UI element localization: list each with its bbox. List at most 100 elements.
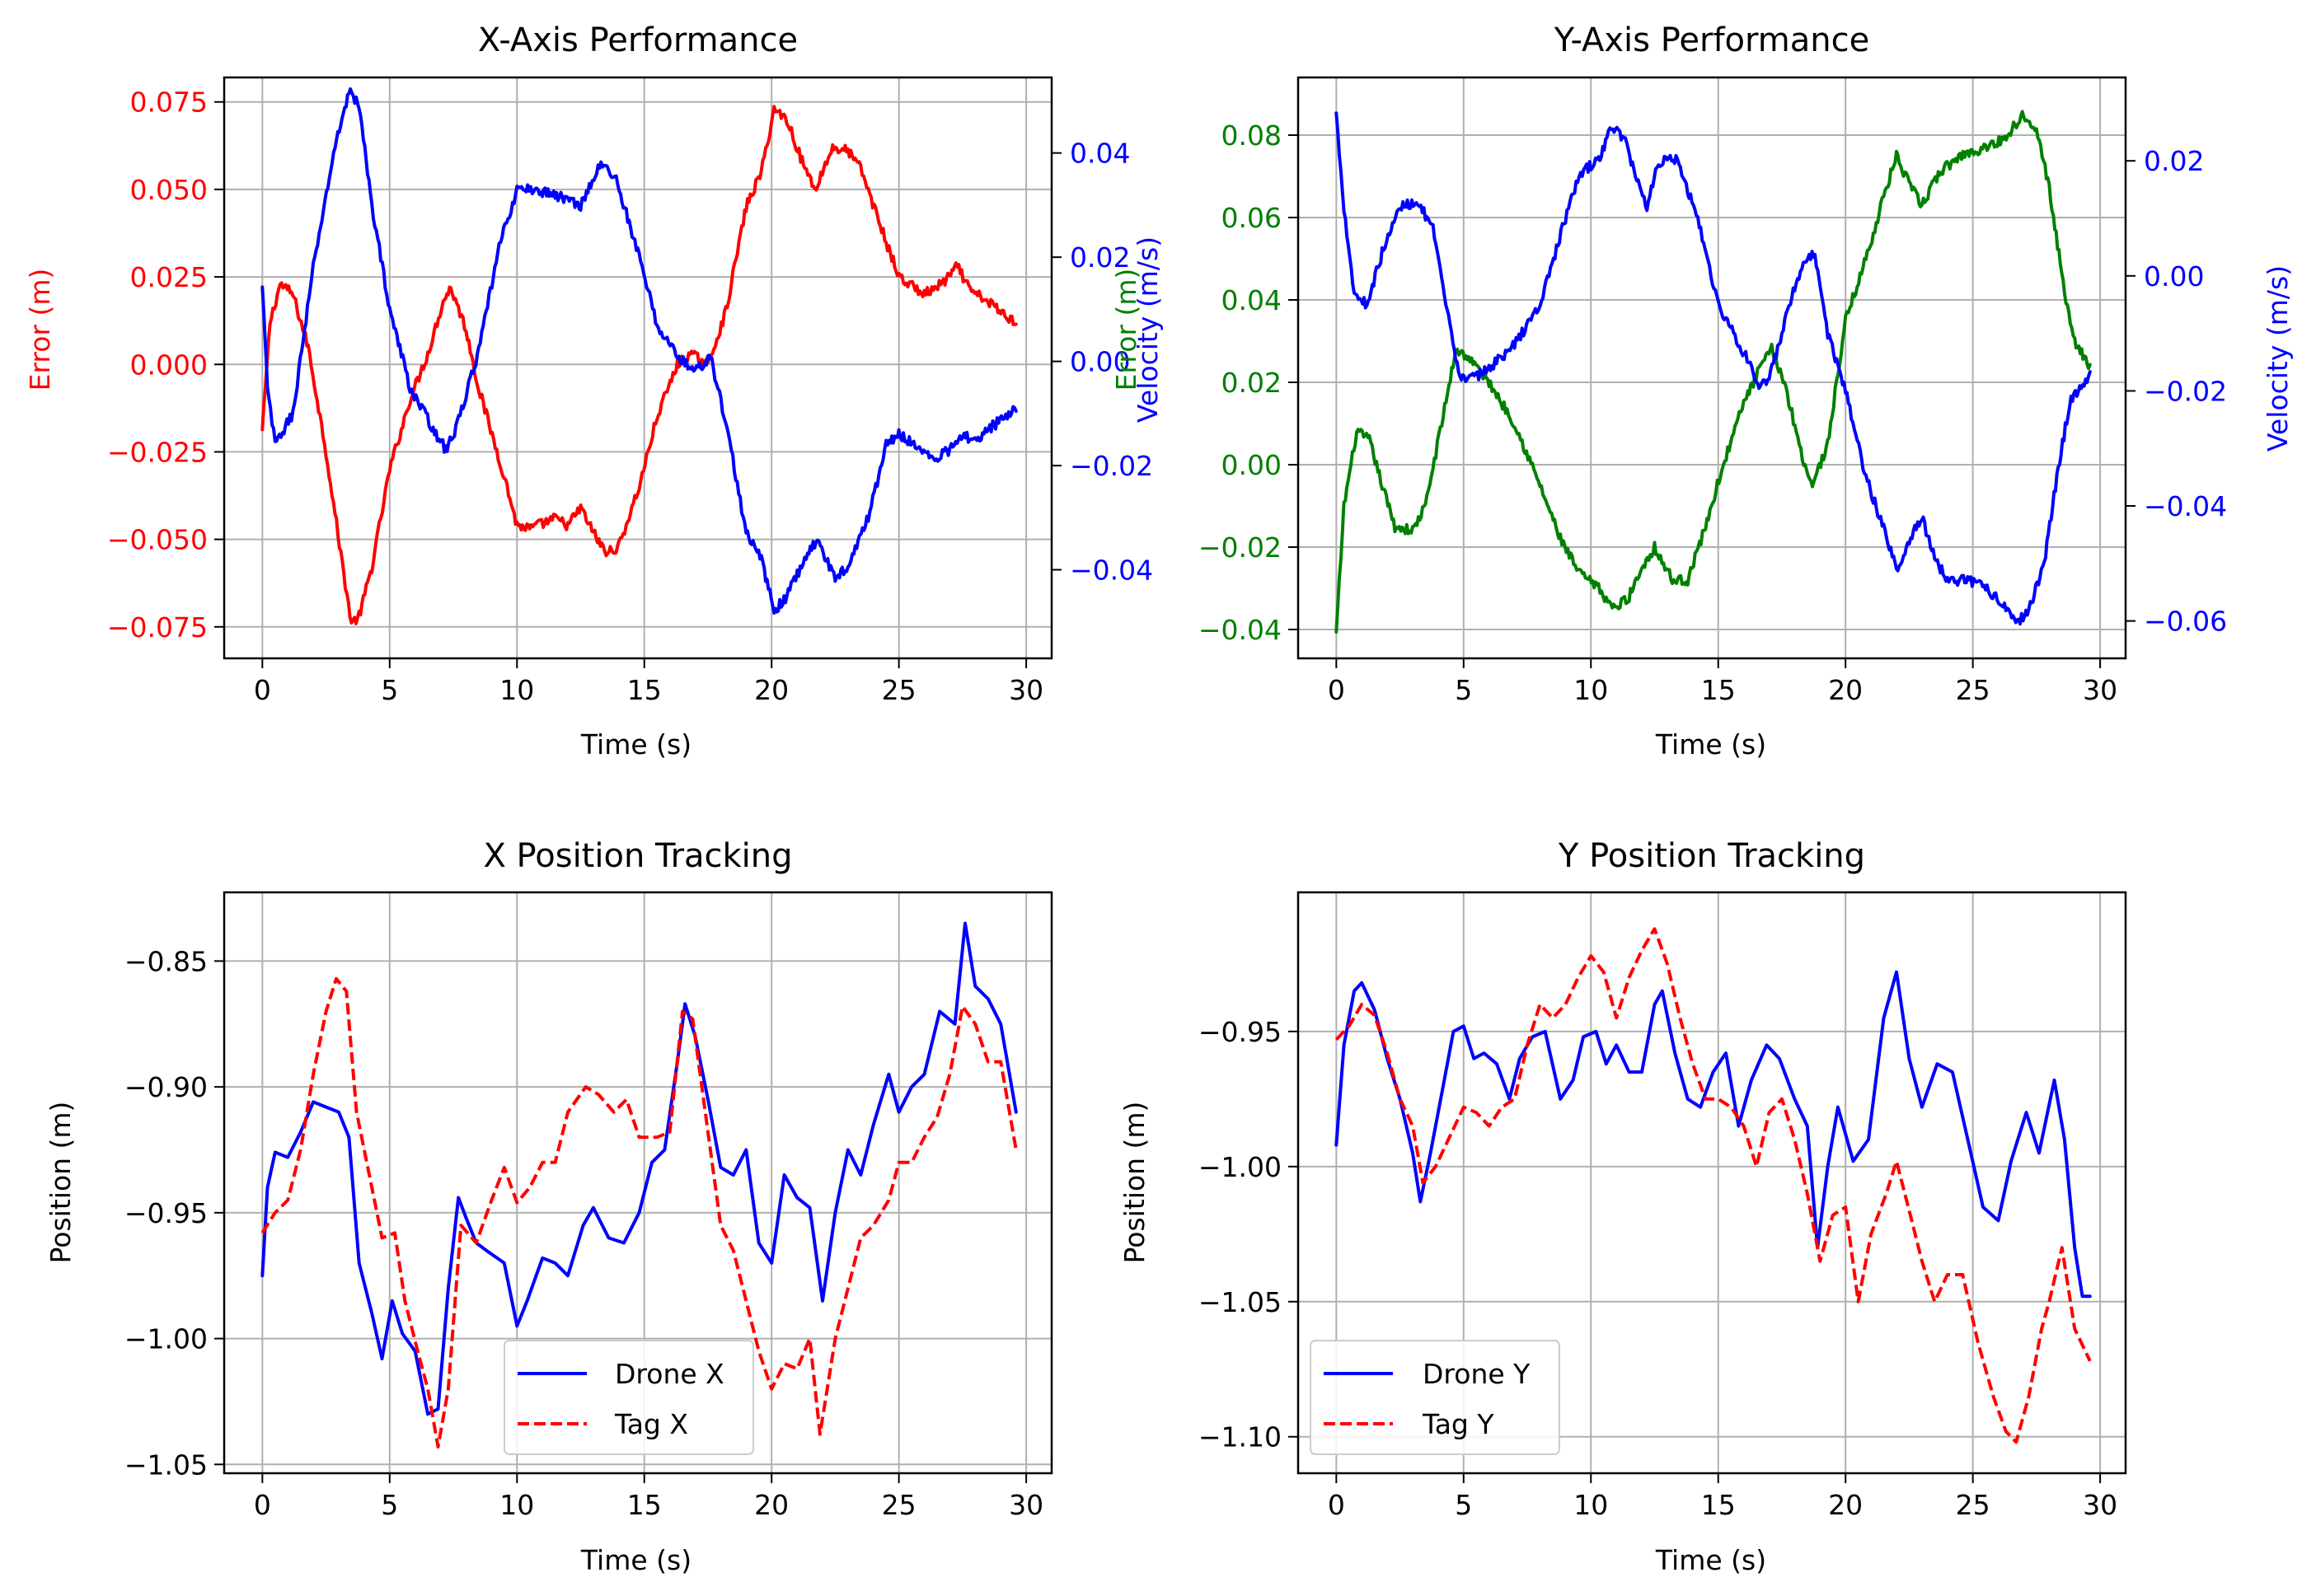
x-tick-label: 10: [499, 674, 534, 706]
y2-tick-label: 0.00: [1070, 346, 1130, 378]
y-tick-label: −0.025: [107, 436, 208, 468]
y2-tick-label: −0.04: [2144, 490, 2227, 522]
x-tick-label: 10: [499, 1489, 534, 1521]
y-tick-label: 0.025: [130, 261, 208, 293]
y-tick-label: 0.00: [1221, 449, 1282, 481]
x-tick-label: 0: [1328, 1489, 1345, 1521]
x-tick-label: 0: [1328, 674, 1345, 706]
axes-frame: [1296, 76, 2127, 660]
y-tick-label: 0.02: [1221, 367, 1282, 399]
y-tick-label: −0.95: [124, 1197, 208, 1229]
legend-label-drone-y: Drone Y: [1423, 1358, 1531, 1390]
grid: [1298, 77, 2126, 658]
y-tick-label: −1.00: [124, 1323, 208, 1355]
panel-x-position-tracking: X Position Tracking Position (m) Time (s…: [45, 837, 1053, 1576]
x-tick-label: 30: [1009, 1489, 1043, 1521]
y2-tick-label: −0.04: [1070, 555, 1153, 587]
y-tick-label: 0.06: [1221, 202, 1282, 234]
y-tick-label: 0.000: [130, 349, 208, 381]
x-tick-label: 10: [1573, 674, 1608, 706]
y-tick-label: 0.050: [130, 174, 208, 206]
x-tick-label: 20: [1828, 1489, 1863, 1521]
x-tick-label: 30: [2083, 674, 2117, 706]
y2-tick-label: −0.02: [2144, 375, 2227, 407]
chart-title: X-Axis Performance: [478, 21, 798, 59]
chart-title: Y-Axis Performance: [1554, 21, 1869, 59]
y-tick-label: −0.04: [1198, 614, 1282, 646]
x-tick-label: 20: [754, 674, 789, 706]
x-tick-label: 25: [1956, 1489, 1990, 1521]
x-tick-label: 0: [254, 674, 271, 706]
y2-tick-label: −0.06: [2144, 606, 2227, 638]
x-tick-label: 5: [1455, 1489, 1472, 1521]
y-tick-label: −0.075: [107, 611, 208, 644]
x-tick-label: 0: [254, 1489, 271, 1521]
grid: [224, 77, 1052, 658]
series-group: [260, 921, 1018, 1449]
series-group: [260, 87, 1018, 625]
axes-frame: [223, 891, 1053, 1475]
y-tick-label: −0.050: [107, 524, 208, 556]
y2-tick-label: 0.04: [1070, 138, 1130, 170]
y-axis-label: Error (m): [1110, 269, 1142, 391]
series-line-error: [1334, 110, 2092, 634]
x-tick-label: 5: [381, 674, 398, 706]
series-line-error: [260, 105, 1018, 625]
series-line-tag-y: [1334, 927, 2092, 1444]
x-tick-label: 20: [1828, 674, 1863, 706]
legend: Drone X Tag X: [504, 1340, 754, 1455]
y2-tick-label: −0.02: [1070, 450, 1153, 482]
x-tick-label: 15: [627, 1489, 662, 1521]
y2-tick-label: 0.02: [2144, 145, 2204, 177]
panel-x-axis-performance: X-Axis Performance Error (m) Velocity (m…: [24, 21, 1164, 761]
series-group: [1334, 927, 2092, 1444]
x-tick-label: 15: [1701, 674, 1736, 706]
y-tick-label: 0.08: [1221, 119, 1282, 152]
y2-tick-label: 0.00: [2144, 260, 2204, 293]
y-tick-label: −1.05: [1198, 1286, 1282, 1318]
y-tick-label: −1.10: [1198, 1421, 1282, 1453]
x-tick-label: 25: [882, 1489, 917, 1521]
y-tick-label: −1.00: [1198, 1151, 1282, 1183]
x-tick-label: 15: [1701, 1489, 1736, 1521]
axes-frame: [1296, 891, 2127, 1475]
legend-label-drone-x: Drone X: [615, 1358, 724, 1390]
y-axis-label: Position (m): [1118, 1102, 1151, 1264]
x-axis-label: Time (s): [1655, 728, 1766, 761]
legend-label-tag-y: Tag Y: [1422, 1408, 1494, 1440]
x-axis-label: Time (s): [1655, 1544, 1766, 1576]
x-tick-label: 15: [627, 674, 662, 706]
x-tick-label: 25: [1956, 674, 1990, 706]
series-line-tag-x: [260, 976, 1018, 1449]
y-axis-label: Position (m): [45, 1102, 77, 1264]
y-tick-label: 0.04: [1221, 284, 1282, 316]
chart-title: Y Position Tracking: [1558, 837, 1865, 875]
x-tick-label: 5: [1455, 674, 1472, 706]
y-tick-label: −0.85: [124, 945, 208, 977]
series-line-velocity: [260, 87, 1018, 615]
legend-label-tag-x: Tag X: [614, 1408, 688, 1440]
y-tick-label: −0.90: [124, 1071, 208, 1103]
chart-title: X Position Tracking: [483, 837, 792, 875]
y-tick-label: 0.075: [130, 87, 208, 119]
x-axis-label: Time (s): [580, 728, 692, 761]
y-tick-label: −0.95: [1198, 1016, 1282, 1048]
y-tick-label: −0.02: [1198, 531, 1282, 564]
x-tick-label: 30: [2083, 1489, 2117, 1521]
legend: Drone Y Tag Y: [1310, 1340, 1560, 1455]
legend-frame: [1310, 1340, 1560, 1455]
y-tick-label: −1.05: [124, 1449, 208, 1481]
x-tick-label: 20: [754, 1489, 789, 1521]
x-tick-label: 5: [381, 1489, 398, 1521]
y2-tick-label: 0.02: [1070, 241, 1130, 274]
y2-axis-label: Velocity (m/s): [2262, 265, 2294, 452]
series-group: [1334, 110, 2092, 634]
panel-y-position-tracking: Y Position Tracking Position (m) Time (s…: [1118, 837, 2127, 1576]
grid: [1298, 892, 2126, 1473]
series-line-velocity: [1334, 111, 2092, 626]
x-axis-label: Time (s): [580, 1544, 692, 1576]
y-axis-label: Error (m): [24, 269, 56, 391]
x-tick-label: 10: [1573, 1489, 1608, 1521]
series-line-drone-x: [260, 921, 1018, 1416]
